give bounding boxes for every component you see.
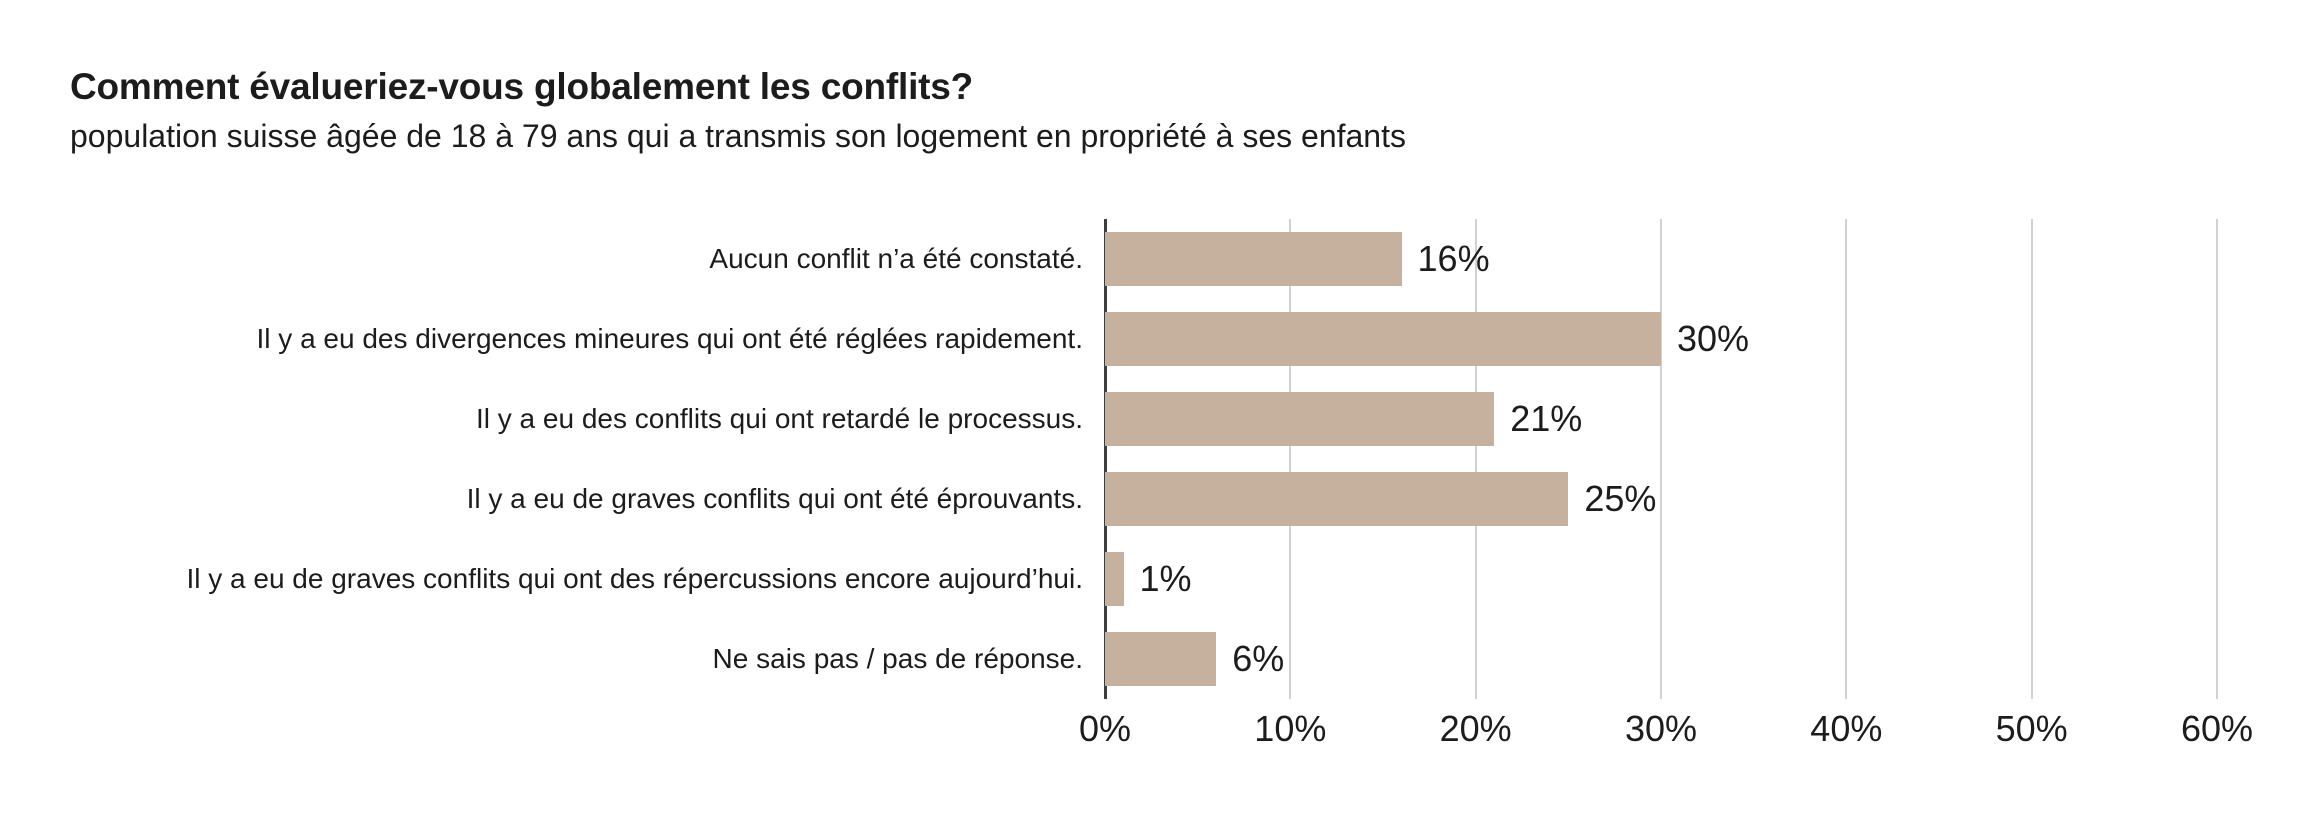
bar-row: 30% (1105, 299, 2217, 379)
bar-row: 1% (1105, 539, 2217, 619)
bar-value-label: 6% (1232, 638, 1285, 679)
category-label: Aucun conflit n’a été constaté. (709, 243, 1083, 274)
x-tick-label: 0% (1078, 708, 1132, 749)
bar-row: 6% (1105, 619, 2217, 699)
x-tick-label: 60% (2180, 708, 2254, 749)
gridline-10pct (1289, 219, 1292, 699)
bar-rows: 16% 30% 21% 25% 1% 6% (1105, 219, 2217, 699)
category-axis-labels: Aucun conflit n’a été constaté. Il y a e… (0, 219, 1083, 699)
gridline-40pct (1845, 219, 1848, 699)
category-label: Il y a eu de graves conflits qui ont été… (466, 483, 1083, 514)
category-label: Il y a eu des divergences mineures qui o… (256, 323, 1083, 354)
gridline-30pct (1660, 219, 1662, 699)
gridline-50pct (2030, 219, 2033, 699)
bar-ne-sais-pas (1105, 632, 1217, 686)
plot-area: 16% 30% 21% 25% 1% 6% (1104, 219, 2218, 699)
x-axis-tick-labels: 0% 10% 20% 30% 40% 50% 60% (1079, 708, 2253, 758)
bar-conflits-retarde-processus (1105, 392, 1495, 446)
bar-row: 16% (1105, 219, 2217, 299)
bar-value-label: 25% (1584, 478, 1657, 519)
x-tick-label: 10% (1254, 708, 1327, 749)
bar-value-label: 21% (1510, 398, 1583, 439)
bar-value-label: 16% (1417, 238, 1490, 279)
bar-row: 25% (1105, 459, 2217, 539)
category-label: Il y a eu des conflits qui ont retardé l… (476, 403, 1083, 434)
gridline-60pct (2216, 219, 2218, 699)
bar-aucun-conflit (1105, 232, 1402, 286)
y-axis-line (1104, 219, 1107, 699)
bar-row: 21% (1105, 379, 2217, 459)
x-tick-label: 40% (1810, 708, 1883, 749)
chart-title: Comment évalueriez-vous globalement les … (70, 66, 974, 107)
bar-graves-conflits-repercussions (1105, 552, 1124, 606)
gridline-20pct (1474, 219, 1477, 699)
bar-value-label: 1% (1139, 558, 1192, 599)
chart-subtitle: population suisse âgée de 18 à 79 ans qu… (70, 118, 1406, 154)
x-tick-label: 50% (1995, 708, 2068, 749)
category-label: Ne sais pas / pas de réponse. (712, 643, 1083, 674)
category-label: Il y a eu de graves conflits qui ont des… (186, 563, 1083, 594)
bar-value-label: 30% (1677, 318, 1750, 359)
x-tick-label: 20% (1439, 708, 1512, 749)
x-tick-label: 30% (1624, 708, 1698, 749)
bar-divergences-mineures (1105, 312, 1661, 366)
bar-graves-conflits-eprouvants (1105, 472, 1569, 526)
